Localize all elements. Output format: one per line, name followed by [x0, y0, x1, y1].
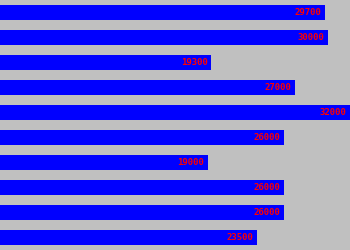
Text: 27000: 27000: [265, 83, 292, 92]
Bar: [0, 230, 257, 245]
Bar: [0, 180, 284, 195]
Text: 19300: 19300: [181, 58, 208, 67]
Bar: [0, 155, 208, 170]
Bar: [0, 55, 211, 70]
Text: 29700: 29700: [294, 8, 321, 17]
Bar: [0, 105, 350, 120]
Text: 26000: 26000: [254, 183, 281, 192]
Bar: [0, 30, 328, 45]
Bar: [0, 5, 325, 20]
Text: 19000: 19000: [177, 158, 204, 167]
Text: 26000: 26000: [254, 208, 281, 217]
Text: 23500: 23500: [227, 233, 253, 242]
Bar: [0, 205, 284, 220]
Bar: [0, 80, 295, 95]
Bar: [0, 130, 284, 145]
Text: 26000: 26000: [254, 133, 281, 142]
Text: 32000: 32000: [320, 108, 346, 117]
Text: 30000: 30000: [298, 33, 325, 42]
